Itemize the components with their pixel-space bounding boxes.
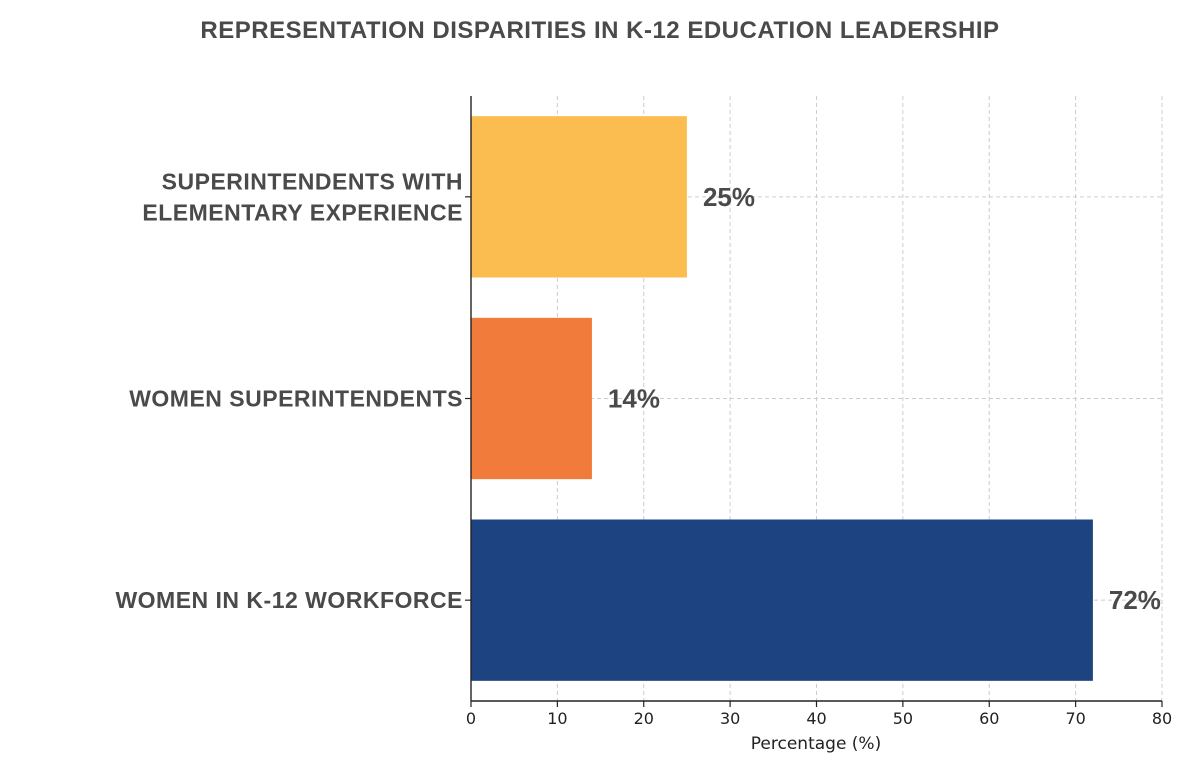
x-axis-title: Percentage (%) [751, 734, 881, 754]
x-tick-label-40: 40 [806, 709, 826, 728]
category-label-line: ELEMENTARY EXPERIENCE [142, 199, 463, 225]
x-tick-label-50: 50 [893, 709, 913, 728]
category-label-line: WOMEN IN K-12 WORKFORCE [115, 587, 463, 613]
bars [471, 116, 1093, 681]
category-label-2: WOMEN IN K-12 WORKFORCE [115, 587, 463, 613]
bar-1 [471, 317, 592, 480]
x-tick-label-30: 30 [720, 709, 740, 728]
x-tick-label-10: 10 [547, 709, 567, 728]
value-label-2: 72% [1109, 585, 1161, 615]
x-tick-label-60: 60 [979, 709, 999, 728]
value-label-0: 25% [703, 182, 755, 212]
chart-title: REPRESENTATION DISPARITIES IN K-12 EDUCA… [200, 17, 999, 44]
bar-2 [471, 519, 1093, 681]
category-label-1: WOMEN SUPERINTENDENTS [129, 386, 463, 412]
x-tick-label-0: 0 [466, 709, 476, 728]
x-tick-label-20: 20 [634, 709, 654, 728]
category-label-line: WOMEN SUPERINTENDENTS [129, 386, 463, 412]
x-tick-label-80: 80 [1152, 709, 1172, 728]
bar-0 [471, 116, 687, 278]
value-label-1: 14% [608, 384, 660, 414]
x-tick-label-70: 70 [1065, 709, 1085, 728]
labels: 0 10 20 30 40 50 60 70 80 SUPERINTENDENTS WITH ELE… [115, 168, 1172, 728]
category-label-line: SUPERINTENDENTS WITH [162, 168, 463, 194]
category-label-0: SUPERINTENDENTS WITH ELEMENTARY EXPERIENC… [142, 168, 463, 225]
axes [465, 96, 1163, 707]
